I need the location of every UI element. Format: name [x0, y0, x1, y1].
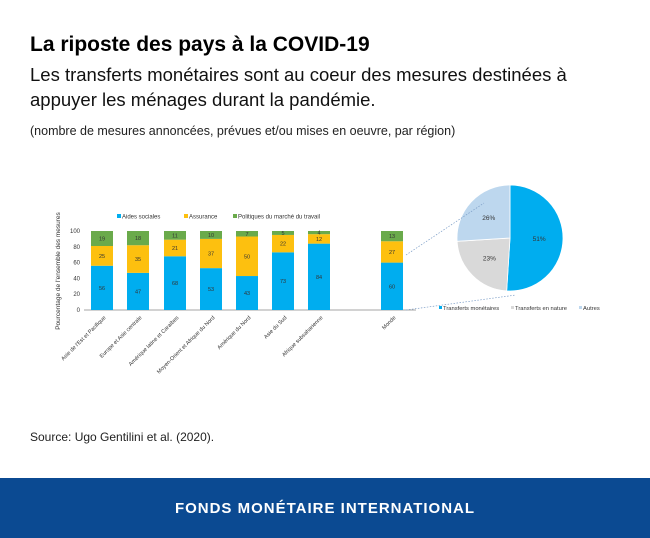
chart: 0 20 40 60 80 100 Pourcentage de l'ensemble de…	[55, 184, 600, 375]
y-tick-label: 0	[77, 308, 81, 314]
data-label: 53	[208, 287, 214, 293]
bar-segment	[127, 245, 149, 273]
pie-slice	[506, 184, 564, 292]
data-label: 21	[172, 246, 178, 252]
legend-label: Politiques du marché du travail	[238, 215, 320, 221]
y-tick-label: 60	[73, 261, 80, 267]
y-tick-label: 40	[73, 276, 80, 282]
bar-segment	[381, 231, 403, 242]
data-label: 73	[280, 279, 286, 285]
y-tick-label: 20	[73, 292, 80, 298]
data-label: 25	[99, 254, 105, 260]
y-axis-label: Pourcentage de l'ensemble des mesures	[55, 211, 62, 329]
data-label: 5	[281, 231, 284, 237]
bar-segment	[236, 231, 258, 237]
bar-segment	[127, 231, 149, 246]
connector-line	[405, 294, 517, 311]
legend-label: Assurance	[189, 215, 218, 221]
data-label: 11	[172, 233, 178, 239]
bar-segment	[308, 234, 330, 244]
data-label: 47	[135, 289, 141, 295]
bar-segment	[164, 231, 186, 240]
data-label: 13	[389, 234, 395, 240]
bar-segment	[272, 231, 294, 235]
y-tick-label: 80	[73, 245, 80, 251]
pie-label: 26%	[482, 215, 495, 222]
legend-swatch	[184, 214, 188, 218]
category-label: Afrique subsaharienne	[281, 315, 324, 358]
data-label: 4	[317, 231, 320, 237]
legend-label: Transferts monétaires	[443, 306, 499, 312]
bar-segment	[164, 256, 186, 310]
bar-segment	[381, 241, 403, 263]
data-label: 35	[135, 257, 141, 263]
bar-segment	[236, 276, 258, 310]
pie-slice	[456, 184, 511, 242]
legend-label: Transferts en nature	[515, 306, 567, 312]
data-label: 7	[245, 232, 248, 238]
data-label: 19	[99, 237, 105, 243]
chart-note: (nombre de mesures annoncées, prévues et…	[30, 124, 456, 138]
bar-segment	[308, 231, 330, 235]
bar-segment	[200, 238, 222, 269]
bar-segment	[200, 268, 222, 310]
y-tick-label: 100	[70, 229, 81, 235]
pie-label: 23%	[483, 256, 496, 263]
pie-label: 51%	[533, 236, 546, 243]
bar-segment	[200, 231, 222, 239]
pie-slice	[456, 237, 511, 292]
legend-swatch	[233, 214, 237, 218]
data-label: 50	[244, 254, 250, 260]
data-label: 12	[316, 237, 322, 243]
data-label: 10	[208, 233, 214, 239]
connector-line	[405, 202, 485, 256]
bar-segment	[127, 272, 149, 310]
bar-segment	[91, 246, 113, 266]
chart-title: La riposte des pays à la COVID-19	[30, 33, 370, 56]
data-label: 60	[389, 284, 395, 290]
bar-segment	[91, 265, 113, 310]
category-label: Moyen-Orient et Afrique du Nord	[156, 315, 216, 375]
chart-subtitle: Les transferts monétaires sont au coeur …	[30, 64, 567, 110]
data-label: 22	[280, 242, 286, 248]
data-label: 56	[99, 286, 105, 292]
category-label: Asie du Sud	[263, 315, 288, 340]
bar-segment	[91, 231, 113, 247]
bar-segment	[236, 236, 258, 277]
data-label: 18	[135, 236, 141, 242]
source-note: Source: Ugo Gentilini et al. (2020).	[30, 430, 215, 444]
category-label: Monde	[381, 315, 397, 331]
data-label: 37	[208, 252, 214, 258]
category-label: Europe et Asie centrale	[99, 315, 143, 359]
data-label: 43	[244, 291, 250, 297]
data-label: 27	[389, 250, 395, 256]
data-label: 68	[172, 281, 178, 287]
bar-segment	[381, 262, 403, 310]
category-label: Amérique du Nord	[217, 315, 253, 351]
legend-label: Autres	[583, 306, 600, 312]
bar-segment	[272, 252, 294, 310]
bar-segment	[308, 243, 330, 310]
footer-banner: FONDS MONÉTAIRE INTERNATIONAL	[0, 478, 650, 538]
bar-segment	[164, 239, 186, 257]
legend-swatch	[579, 306, 582, 309]
data-label: 84	[316, 275, 322, 281]
legend-swatch	[117, 214, 121, 218]
legend-swatch	[439, 306, 442, 309]
legend-label: Aides sociales	[122, 215, 160, 221]
bar-segment	[272, 234, 294, 253]
legend-swatch	[511, 306, 514, 309]
